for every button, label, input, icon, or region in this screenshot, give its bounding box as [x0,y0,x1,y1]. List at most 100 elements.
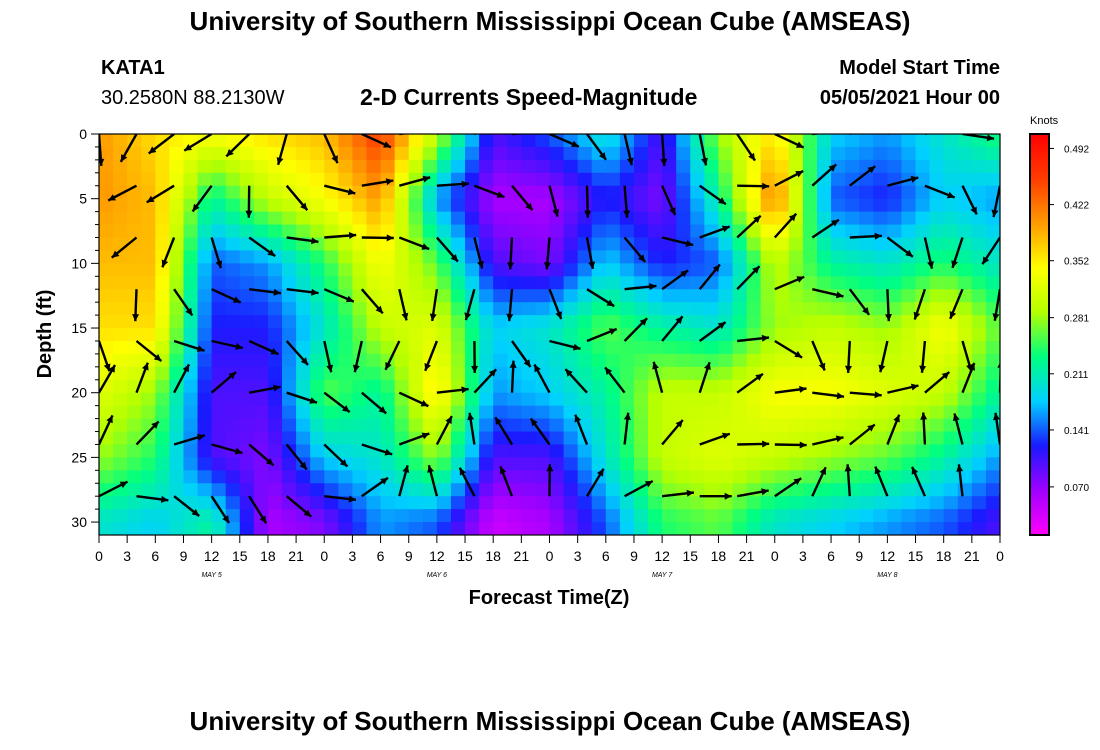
heatmap-cell [760,392,776,407]
heatmap-cell [521,366,537,381]
heatmap-cell [267,263,283,277]
heatmap-cell [676,328,691,342]
heatmap-cell [746,302,762,316]
current-arrowhead [949,311,957,319]
heatmap-cell [957,302,973,316]
heatmap-cell [338,418,354,433]
heatmap-cell [507,185,522,200]
heatmap-cell [211,405,227,420]
current-arrow [999,134,1000,136]
heatmap-cell [563,237,579,252]
heatmap-cell [366,198,382,213]
heatmap-cell [633,509,649,523]
heatmap-cell [690,522,705,535]
heatmap-cell [169,276,185,290]
current-arrowhead [660,158,668,166]
heatmap-cell [479,315,494,329]
heatmap-cell [549,172,565,187]
heatmap-cell [746,185,762,200]
heatmap-cell [957,509,973,523]
heatmap-cell [760,146,776,161]
heatmap-cell [113,392,128,407]
heatmap-cell [831,340,846,355]
current-arrowhead [495,417,502,425]
heatmap-cell [324,483,339,497]
heatmap-cell [802,522,818,535]
heatmap-cell [859,353,874,368]
heatmap-cell [774,496,790,510]
heatmap-cell [422,172,438,187]
heatmap-cell [648,315,663,329]
heatmap-cell [760,470,776,484]
current-arrowhead [245,210,253,218]
heatmap-cell [296,340,311,355]
heatmap-cell [225,509,241,523]
heatmap-cell [465,496,480,510]
heatmap-cell [901,315,917,329]
current-arrowhead [1014,151,1021,159]
current-arrowhead [160,495,169,503]
heatmap-cell [845,250,860,264]
heatmap-cell [465,353,480,368]
heatmap-cell [169,405,185,420]
heatmap-cell [296,483,311,497]
heatmap-cell [521,276,537,290]
heatmap-cell [535,224,551,239]
heatmap-cell [633,159,649,174]
heatmap-cell [704,211,720,226]
heatmap-cell [183,405,199,420]
heatmap-cell [338,250,354,264]
heatmap-cell [802,211,818,226]
heatmap-cell [718,211,734,226]
heatmap-cell [141,159,156,174]
current-arrowhead [748,152,755,161]
heatmap-cell [225,522,241,535]
heatmap-cell [408,289,424,303]
heatmap-cell [183,522,199,535]
heatmap-cell [549,353,565,368]
heatmap-cell [591,444,607,458]
heatmap-cell [324,276,339,290]
heatmap-cell [831,353,846,368]
heatmap-cell [197,146,213,161]
heatmap-cell [774,134,790,148]
heatmap-cell [563,483,579,497]
heatmap-cell [450,159,466,174]
heatmap-cell [929,444,945,458]
heatmap-cell [479,522,494,535]
heatmap-cell [619,172,635,187]
heatmap-cell [591,496,607,510]
heatmap-cell [521,224,537,239]
heatmap-cell [971,146,987,161]
heatmap-cell [605,483,621,497]
x-tick-label: 15 [908,548,924,564]
heatmap-cell [141,470,156,484]
heatmap-cell [521,172,537,187]
heatmap-cell [113,470,128,484]
heatmap-cell [239,470,255,484]
heatmap-cell [239,366,255,381]
heatmap-cell [310,509,325,523]
current-arrowhead [80,307,87,315]
heatmap-cell [859,224,874,239]
heatmap-cell [450,146,466,161]
heatmap-cell [732,418,748,433]
heatmap-cell [183,276,199,290]
heatmap-cell [239,289,255,303]
current-arrowhead [106,415,113,424]
heatmap-cell [816,315,832,329]
current-arrowhead [952,413,960,422]
heatmap-cell [211,289,227,303]
heatmap-cell [662,444,677,458]
current-arrowhead [870,119,878,125]
heatmap-cell [915,496,931,510]
heatmap-cell [436,405,452,420]
current-arrowhead [386,234,394,242]
heatmap-cell [802,134,818,148]
heatmap-cell [465,159,480,174]
heatmap-cell [197,276,213,290]
heatmap-cell [493,198,508,213]
heatmap-cell [113,302,128,316]
heatmap-cell [310,134,325,148]
heatmap-cell [901,431,917,446]
